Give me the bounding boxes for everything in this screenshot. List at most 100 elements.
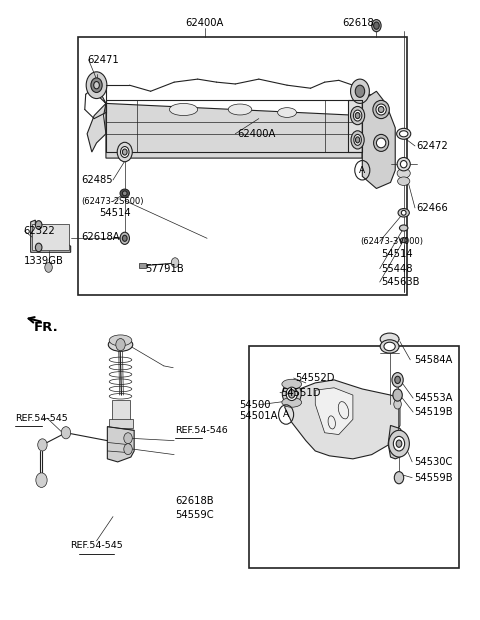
Ellipse shape <box>122 191 127 196</box>
Ellipse shape <box>356 137 360 143</box>
Circle shape <box>36 243 42 252</box>
Circle shape <box>94 82 99 89</box>
Text: (62473-2S600): (62473-2S600) <box>81 197 144 206</box>
Text: A: A <box>359 166 365 175</box>
Ellipse shape <box>282 379 301 389</box>
Polygon shape <box>31 220 71 252</box>
Ellipse shape <box>380 340 399 353</box>
Circle shape <box>373 22 379 29</box>
Polygon shape <box>362 91 395 188</box>
Ellipse shape <box>398 208 409 217</box>
Text: 54500: 54500 <box>239 400 271 410</box>
Bar <box>32 224 69 250</box>
Ellipse shape <box>108 338 133 352</box>
Text: 62466: 62466 <box>416 203 448 213</box>
Circle shape <box>372 20 381 32</box>
Text: 54530C: 54530C <box>414 457 453 467</box>
Circle shape <box>61 427 71 439</box>
Ellipse shape <box>282 397 301 407</box>
Text: 54559B: 54559B <box>414 472 453 483</box>
Ellipse shape <box>355 113 360 118</box>
Polygon shape <box>108 427 134 462</box>
Circle shape <box>350 79 370 104</box>
Circle shape <box>45 263 52 272</box>
Circle shape <box>120 232 130 244</box>
Bar <box>109 419 133 428</box>
Ellipse shape <box>169 104 198 115</box>
Text: 54563B: 54563B <box>381 277 420 287</box>
Bar <box>112 400 130 420</box>
Circle shape <box>392 373 403 387</box>
Ellipse shape <box>376 104 386 115</box>
Circle shape <box>393 389 402 401</box>
Bar <box>250 347 459 568</box>
Text: FR.: FR. <box>34 321 59 334</box>
Ellipse shape <box>401 210 406 215</box>
Polygon shape <box>285 380 400 459</box>
Circle shape <box>396 440 402 447</box>
Polygon shape <box>106 100 376 158</box>
Text: A: A <box>283 410 289 419</box>
Text: (62473-3V000): (62473-3V000) <box>360 237 423 246</box>
Ellipse shape <box>384 342 395 351</box>
Ellipse shape <box>120 146 129 157</box>
Circle shape <box>394 472 404 484</box>
Text: 54514: 54514 <box>99 208 131 218</box>
Polygon shape <box>348 100 362 152</box>
Text: 54553A: 54553A <box>414 393 453 403</box>
Text: 57791B: 57791B <box>145 264 184 273</box>
Polygon shape <box>362 94 384 164</box>
Ellipse shape <box>396 128 411 140</box>
Ellipse shape <box>286 387 298 401</box>
Text: 54551D: 54551D <box>281 388 321 397</box>
Ellipse shape <box>353 110 362 121</box>
Ellipse shape <box>373 100 389 118</box>
Text: 62485: 62485 <box>81 175 113 185</box>
Circle shape <box>393 436 405 451</box>
Circle shape <box>355 85 365 97</box>
Text: 54501A: 54501A <box>239 411 277 422</box>
Text: 62322: 62322 <box>24 226 55 236</box>
Bar <box>78 37 407 295</box>
Circle shape <box>116 339 125 351</box>
Text: 62400A: 62400A <box>238 129 276 139</box>
Ellipse shape <box>400 237 407 242</box>
Ellipse shape <box>397 177 410 185</box>
Text: REF.54-545: REF.54-545 <box>70 541 123 550</box>
Ellipse shape <box>380 333 399 345</box>
Polygon shape <box>87 85 106 152</box>
Text: 54552D: 54552D <box>295 373 335 383</box>
Circle shape <box>36 473 47 487</box>
Text: REF.54-545: REF.54-545 <box>15 414 68 423</box>
Text: 54584A: 54584A <box>414 355 453 365</box>
Ellipse shape <box>351 131 364 149</box>
Circle shape <box>124 433 132 444</box>
Circle shape <box>394 399 401 409</box>
Text: 62472: 62472 <box>416 141 448 151</box>
Ellipse shape <box>373 135 389 151</box>
Ellipse shape <box>328 416 336 429</box>
Text: 62471: 62471 <box>87 55 119 64</box>
Ellipse shape <box>397 169 410 178</box>
Circle shape <box>91 78 102 92</box>
Ellipse shape <box>400 161 407 168</box>
Text: 54559C: 54559C <box>175 510 214 520</box>
Text: 55448: 55448 <box>381 264 413 273</box>
Circle shape <box>124 444 132 454</box>
Ellipse shape <box>397 157 410 171</box>
Ellipse shape <box>378 107 384 113</box>
Text: 62618B: 62618B <box>175 497 214 507</box>
Text: 1339GB: 1339GB <box>24 257 63 267</box>
Bar <box>139 264 146 268</box>
Text: 62618: 62618 <box>343 18 374 29</box>
Ellipse shape <box>277 108 297 117</box>
Ellipse shape <box>282 383 301 405</box>
Text: 54519B: 54519B <box>414 407 453 417</box>
Ellipse shape <box>399 131 408 137</box>
Text: 62618A: 62618A <box>81 232 120 242</box>
Circle shape <box>395 376 400 384</box>
Circle shape <box>122 235 127 241</box>
Circle shape <box>86 72 107 99</box>
Text: 62400A: 62400A <box>186 18 224 29</box>
Circle shape <box>171 258 179 267</box>
